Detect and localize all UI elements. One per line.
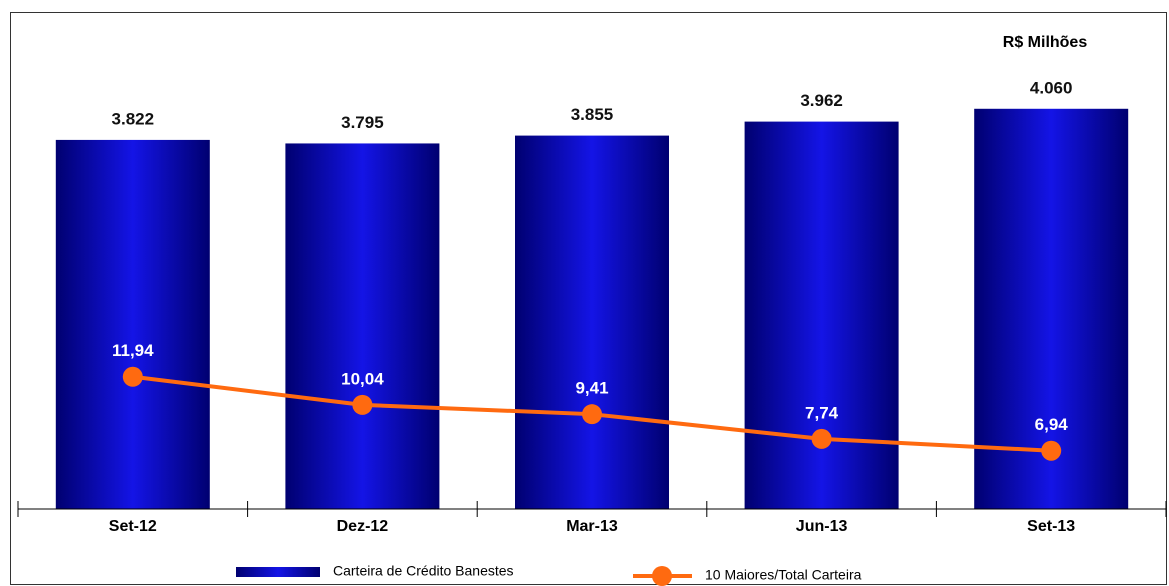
bar [55, 139, 210, 509]
x-tick-label: Mar-13 [566, 518, 618, 535]
line-marker [352, 394, 373, 415]
x-tick-label: Dez-12 [337, 518, 389, 535]
bar-value-label: 3.855 [571, 105, 614, 124]
x-tick-label: Set-12 [109, 518, 157, 535]
line-value-label: 7,74 [805, 403, 839, 422]
unit-annotation: R$ Milhões [1003, 34, 1088, 51]
line-value-label: 10,04 [341, 369, 384, 388]
legend-marker [652, 566, 672, 586]
bar [744, 121, 899, 510]
line-marker [811, 428, 832, 449]
bar-value-label: 3.962 [800, 91, 843, 110]
bar-value-label: 4.060 [1030, 78, 1073, 97]
line-value-label: 9,41 [575, 379, 608, 398]
bar-value-label: 3.795 [341, 113, 384, 132]
legend-label: Carteira de Crédito Banestes [333, 563, 514, 579]
legend-swatch [236, 567, 320, 577]
bar [285, 143, 440, 509]
line-value-label: 11,94 [112, 341, 154, 360]
x-tick-label: Set-13 [1027, 518, 1075, 535]
line-value-label: 6,94 [1035, 415, 1069, 434]
bar-value-label: 3.822 [112, 109, 155, 128]
x-tick-label: Jun-13 [796, 518, 848, 535]
bar [515, 135, 669, 509]
line-marker [1041, 440, 1062, 461]
legend-label: 10 Maiores/Total Carteira [705, 567, 862, 583]
line-marker [582, 404, 602, 425]
line-marker [122, 366, 143, 387]
